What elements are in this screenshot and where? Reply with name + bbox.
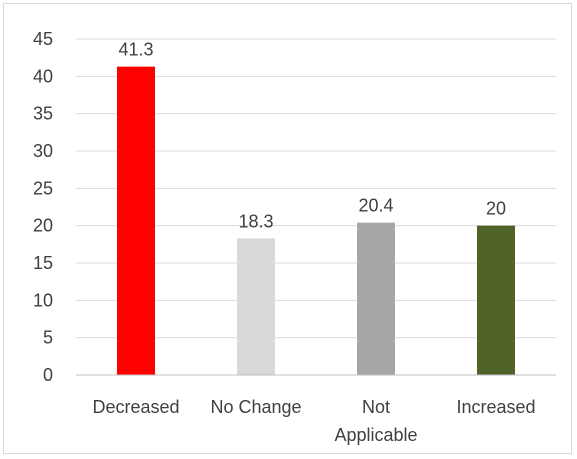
- category-label: No Change: [210, 397, 301, 417]
- y-tick-label: 15: [33, 253, 53, 273]
- y-tick-label: 10: [33, 290, 53, 310]
- y-tick-label: 20: [33, 216, 53, 236]
- data-label: 41.3: [118, 40, 153, 60]
- data-labels: 41.3 18.3 20.4 20: [118, 40, 506, 232]
- data-label: 18.3: [238, 211, 273, 231]
- gridlines: [76, 38, 556, 339]
- y-tick-label: 45: [33, 29, 53, 49]
- category-label: Applicable: [334, 425, 417, 445]
- bar-3: [477, 225, 515, 375]
- bar-0: [117, 66, 155, 376]
- y-tick-label: 30: [33, 141, 53, 161]
- bars: [117, 66, 515, 376]
- x-axis-categories: Decreased No Change Not Applicable Increased: [92, 397, 535, 445]
- y-axis-ticks: 0 5 10 15 20 25 30 35 40 45: [33, 29, 53, 385]
- data-label: 20: [486, 199, 506, 219]
- data-label: 20.4: [358, 196, 393, 216]
- bar-2: [357, 222, 395, 375]
- chart-frame: 0 5 10 15 20 25 30 35 40 45 41.3 18.3 20.4 20 Decrea…: [3, 3, 572, 454]
- category-label: Not: [362, 397, 390, 417]
- category-label: Increased: [456, 397, 535, 417]
- category-label: Decreased: [92, 397, 179, 417]
- y-tick-label: 35: [33, 104, 53, 124]
- y-tick-label: 25: [33, 178, 53, 198]
- y-tick-label: 40: [33, 66, 53, 86]
- y-tick-label: 0: [43, 365, 53, 385]
- y-tick-label: 5: [43, 328, 53, 348]
- bar-1: [237, 238, 275, 375]
- bar-chart: 0 5 10 15 20 25 30 35 40 45 41.3 18.3 20.4 20 Decrea…: [33, 29, 556, 445]
